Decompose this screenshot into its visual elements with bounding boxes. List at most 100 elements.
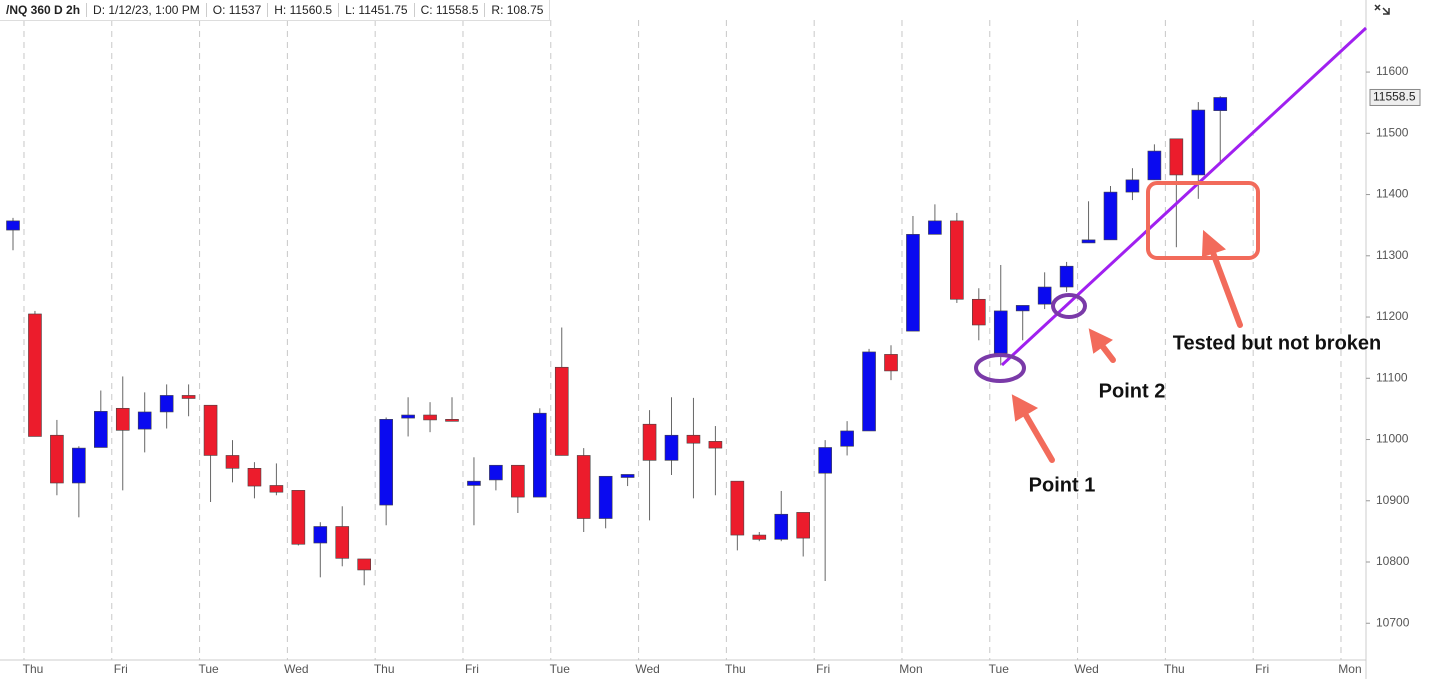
arrow: [1209, 247, 1243, 328]
header-item: H: 11560.5: [268, 3, 340, 17]
candle-body: [247, 468, 262, 487]
y-tick-label: 11200: [1376, 309, 1409, 323]
x-tick-label: Mon: [1338, 662, 1361, 676]
candle-body: [72, 447, 86, 484]
candle-body: [642, 423, 657, 461]
candle-body: [203, 404, 218, 456]
x-tick-label: Wed: [635, 662, 659, 676]
last-price-label: 11558.5: [1373, 90, 1416, 104]
candle-body: [1081, 239, 1096, 244]
candle-body: [379, 419, 393, 506]
x-tick-label: Thu: [23, 662, 44, 676]
candle-body: [664, 434, 679, 461]
candle-body: [291, 490, 306, 545]
candle-body: [818, 447, 832, 474]
candle-body: [401, 414, 415, 419]
x-tick-label: Tue: [989, 662, 1010, 676]
candle-body: [1125, 179, 1140, 193]
arrows: [1011, 229, 1243, 463]
candle-body: [1213, 97, 1228, 111]
test-box: [1146, 181, 1260, 260]
candle-body: [1147, 150, 1162, 181]
header-item: R: 108.75: [491, 3, 544, 17]
x-tick-label: Fri: [114, 662, 128, 676]
header-item: O: 11537: [207, 3, 269, 17]
x-tick-label: Wed: [284, 662, 308, 676]
x-tick-label: Tue: [198, 662, 219, 676]
y-axis-panel: [1366, 0, 1429, 679]
candle-body: [554, 366, 569, 456]
x-tick-label: Fri: [816, 662, 830, 676]
arrow-head: [1088, 328, 1113, 354]
candle-body: [752, 534, 767, 540]
annotation: Tested but not broken: [1173, 332, 1382, 354]
candle-body: [335, 526, 350, 559]
candle-body: [730, 480, 745, 536]
y-tick-label: 11400: [1376, 187, 1409, 201]
candle-body: [445, 419, 459, 422]
x-tick-label: Wed: [1074, 662, 1098, 676]
settings-icon[interactable]: [1374, 4, 1390, 15]
candle-body: [840, 430, 854, 447]
annotation: Point 1: [1029, 474, 1096, 496]
candle-body: [94, 411, 108, 448]
candle-body: [993, 310, 1008, 354]
y-tick-label: 11300: [1376, 248, 1409, 262]
candle-body: [115, 407, 130, 431]
candle-body: [489, 464, 503, 481]
candle-body: [1169, 138, 1184, 176]
candle-body: [796, 512, 811, 539]
candle-body: [225, 455, 240, 469]
x-tick-label: Mon: [899, 662, 922, 676]
header: /NQ 360 D 2h D: 1/12/23, 1:00 PM O: 11537…: [0, 0, 551, 21]
y-tick-label: 10700: [1376, 615, 1410, 629]
arrow-head: [1201, 229, 1226, 258]
y-tick-label: 10900: [1376, 493, 1410, 507]
candle-body: [906, 234, 920, 332]
candle-body: [576, 455, 591, 519]
y-tick-label: 11100: [1376, 370, 1408, 384]
candle-body: [950, 220, 964, 300]
annotations: Point 1 Point 2 Tested but not broken: [974, 26, 1382, 496]
y-tick-label: 10800: [1376, 554, 1410, 568]
candle-body: [1037, 286, 1052, 305]
candle-body: [269, 485, 284, 493]
candle-body: [1103, 191, 1118, 241]
candle-body: [423, 414, 437, 421]
last-price-tag: [1369, 88, 1421, 106]
candle-body: [532, 412, 547, 498]
point-2-circle: [1051, 293, 1087, 319]
candle-body: [862, 351, 876, 432]
candle-body: [971, 298, 986, 326]
icon: [1374, 4, 1390, 15]
point-1-circle: [974, 353, 1026, 383]
candle-body: [1191, 109, 1206, 176]
header-item: L: 11451.75: [339, 3, 415, 17]
candle-body: [28, 313, 42, 437]
candle-body: [137, 411, 152, 430]
candle-body: [1059, 265, 1074, 288]
trend-line: [1000, 26, 1368, 367]
arrow-head: [1011, 394, 1039, 422]
annotation: Point 2: [1099, 380, 1166, 402]
y-tick-label: 11000: [1376, 432, 1409, 446]
x-tick-label: Thu: [374, 662, 395, 676]
arrow: [1021, 409, 1055, 463]
candle-body: [928, 220, 942, 235]
candle-body: [159, 395, 174, 413]
y-tick-label: 11600: [1376, 64, 1409, 78]
candle-body: [884, 354, 898, 372]
candle-body: [774, 513, 789, 540]
x-tick-label: Thu: [725, 662, 746, 676]
candle-body: [6, 220, 20, 231]
header-item: D: 1/12/23, 1:00 PM: [87, 3, 207, 17]
candle-body: [620, 474, 635, 478]
candle-body: [181, 395, 196, 399]
y-tick-label: 11500: [1376, 125, 1409, 139]
x-tick-label: Tue: [550, 662, 571, 676]
candle-body: [1015, 305, 1030, 312]
candle-body: [50, 434, 64, 484]
candle-body: [598, 475, 613, 519]
x-tick-label: Thu: [1164, 662, 1185, 676]
